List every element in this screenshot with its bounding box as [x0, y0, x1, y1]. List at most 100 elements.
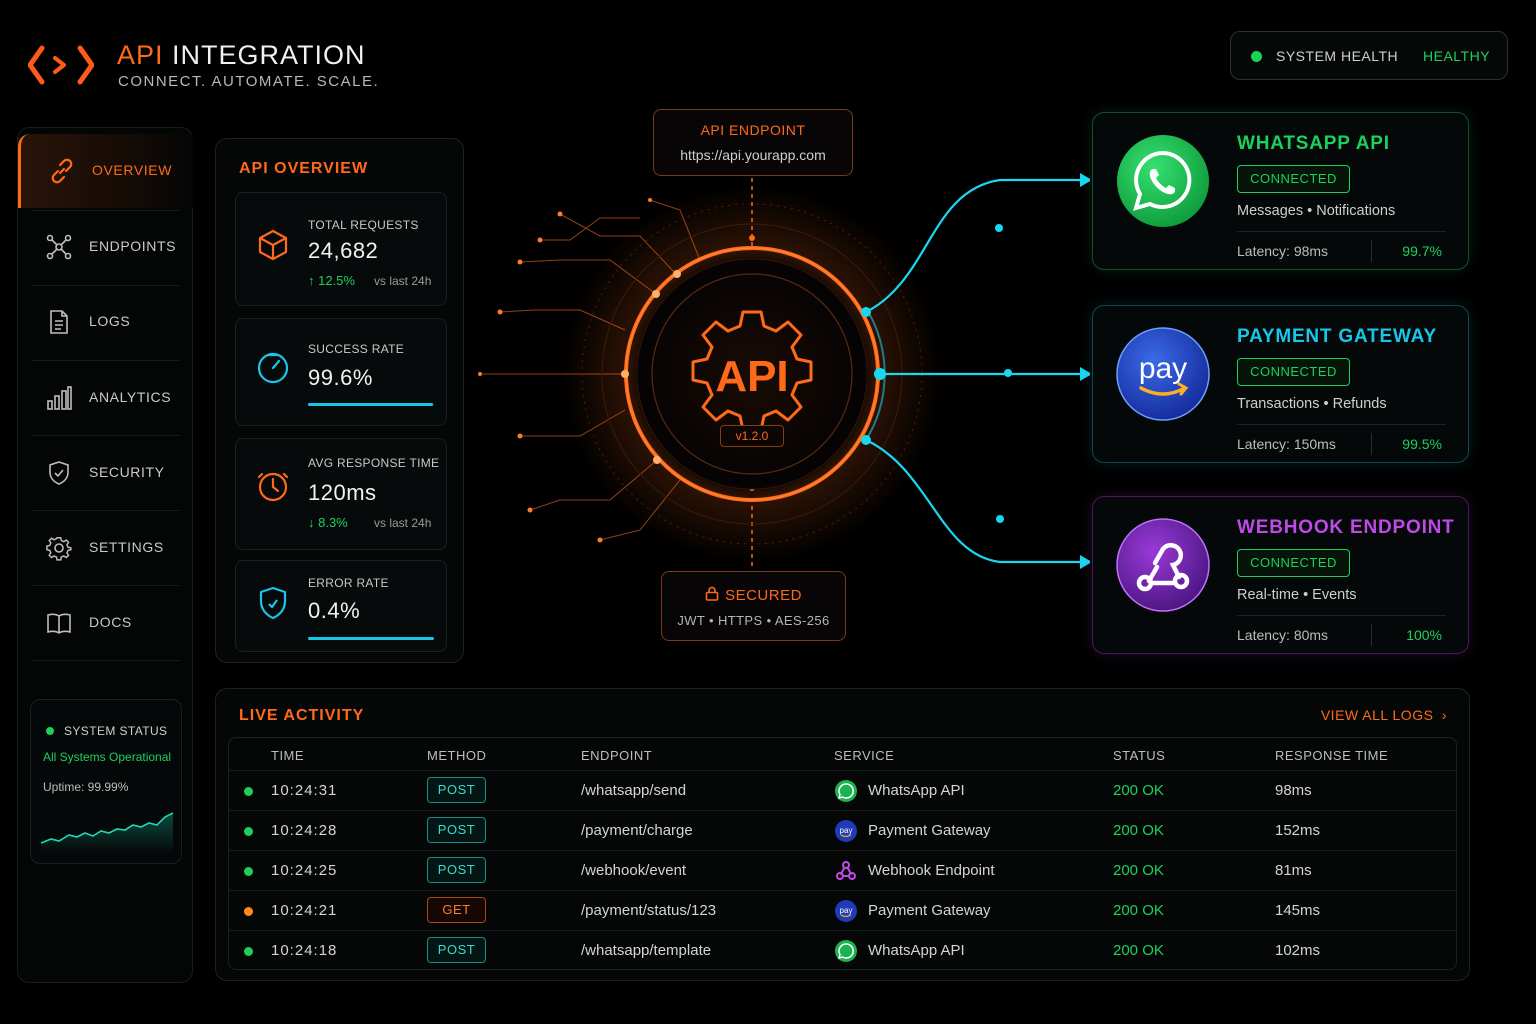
secured-box[interactable]: SECURED JWT • HTTPS • AES-256: [661, 571, 846, 641]
system-status-panel: SYSTEM STATUS All Systems Operational Up…: [30, 699, 182, 864]
sidebar-item-label: OVERVIEW: [92, 162, 173, 178]
sidebar-item-settings[interactable]: SETTINGS: [18, 511, 193, 585]
service-uptime: 100%: [1406, 627, 1442, 643]
table-row[interactable]: 10:24:25 POST/webhook/event Webhook Endpoi…: [229, 850, 1456, 890]
row-endpoint: /payment/charge: [581, 822, 693, 839]
gear-icon: [46, 537, 72, 561]
service-latency: Latency: 98ms: [1237, 243, 1329, 259]
column-header[interactable]: STATUS: [1113, 748, 1166, 763]
chevron-right-icon: ›: [1441, 707, 1447, 723]
table-row[interactable]: 10:24:31 POST/whatsapp/send WhatsApp API 20…: [229, 770, 1456, 810]
row-status: 200 OK: [1113, 902, 1164, 919]
card-delta: ↓ 8.3%: [308, 515, 348, 530]
lock-icon: [705, 586, 719, 601]
error-rate-card[interactable]: ERROR RATE 0.4%: [235, 560, 447, 652]
row-time: 10:24:31: [271, 782, 338, 799]
status-badge: CONNECTED: [1237, 549, 1350, 577]
view-all-logs-link[interactable]: VIEW ALL LOGS ›: [1320, 707, 1447, 723]
status-dot: [244, 787, 253, 796]
api-overview-panel: API OVERVIEW TOTAL REQUESTS 24,682 ↑ 12.…: [215, 138, 464, 663]
avg-response-card[interactable]: AVG RESPONSE TIME 120ms ↓ 8.3% vs last 2…: [235, 438, 447, 550]
endpoint-url: https://api.yourapp.com: [680, 147, 826, 163]
service-name: WEBHOOK ENDPOINT: [1237, 517, 1455, 538]
table-row[interactable]: 10:24:21 GET/payment/status/123 pay Payment…: [229, 890, 1456, 930]
bar-chart-icon: [47, 386, 72, 410]
sidebar-item-endpoints[interactable]: ENDPOINTS: [18, 210, 193, 284]
row-endpoint: /webhook/event: [581, 862, 687, 879]
row-time: 10:24:28: [271, 822, 338, 839]
payment-service-card[interactable]: pay PAYMENT GATEWAY CONNECTED Transactio…: [1092, 305, 1469, 463]
book-icon: [47, 613, 71, 634]
webhook-icon: [834, 859, 858, 883]
success-rate-card[interactable]: SUCCESS RATE 99.6%: [235, 318, 447, 426]
live-activity-panel: LIVE ACTIVITY VIEW ALL LOGS › TIME METHO…: [215, 688, 1470, 981]
service-latency: Latency: 150ms: [1237, 436, 1336, 452]
column-header[interactable]: ENDPOINT: [581, 748, 653, 763]
svg-text:pay: pay: [840, 906, 853, 915]
sidebar-item-label: SETTINGS: [89, 539, 164, 555]
webhook-icon: [1116, 518, 1210, 612]
api-endpoint-box[interactable]: API ENDPOINT https://api.yourapp.com: [653, 109, 853, 176]
uptime-sparkline: [40, 812, 174, 853]
whatsapp-service-card[interactable]: WHATSAPP API CONNECTED Messages • Notifi…: [1092, 112, 1469, 270]
row-status: 200 OK: [1113, 782, 1164, 799]
row-response-time: 102ms: [1275, 942, 1321, 959]
gauge-icon: [257, 352, 289, 384]
row-time: 10:24:21: [271, 902, 338, 919]
method-badge: POST: [427, 817, 486, 843]
sidebar-item-analytics[interactable]: ANALYTICS: [18, 361, 193, 435]
service-uptime: 99.5%: [1402, 436, 1442, 452]
api-hub-label: API: [715, 352, 789, 401]
system-health-indicator[interactable]: SYSTEM HEALTH HEALTHY: [1230, 31, 1508, 80]
total-requests-card[interactable]: TOTAL REQUESTS 24,682 ↑ 12.5% vs last 24…: [235, 192, 447, 306]
nodes-icon: [46, 234, 72, 260]
svg-text:pay: pay: [1139, 352, 1187, 385]
svg-text:pay: pay: [840, 826, 853, 835]
row-service: Webhook Endpoint: [868, 862, 995, 879]
row-endpoint: /whatsapp/send: [581, 782, 687, 799]
column-header[interactable]: SERVICE: [834, 748, 895, 763]
system-status-title: SYSTEM STATUS: [64, 724, 168, 738]
error-rate-bar: [308, 637, 434, 640]
api-logo-icon: [28, 45, 94, 85]
column-header[interactable]: METHOD: [427, 748, 487, 763]
health-label: SYSTEM HEALTH: [1276, 48, 1399, 64]
sidebar-item-security[interactable]: SECURITY: [18, 436, 193, 510]
service-name: PAYMENT GATEWAY: [1237, 326, 1437, 347]
column-header[interactable]: TIME: [271, 748, 305, 763]
sidebar-item-label: ENDPOINTS: [89, 238, 177, 254]
sidebar-item-logs[interactable]: LOGS: [18, 285, 193, 359]
table-row[interactable]: 10:24:18 POST/whatsapp/template WhatsApp A…: [229, 930, 1456, 970]
health-value: HEALTHY: [1423, 48, 1491, 64]
document-icon: [50, 310, 68, 334]
system-uptime: Uptime: 99.99%: [43, 780, 129, 794]
column-header[interactable]: RESPONSE TIME: [1275, 748, 1389, 763]
card-label: ERROR RATE: [308, 576, 389, 590]
row-endpoint: /payment/status/123: [581, 902, 717, 919]
sidebar-item-label: LOGS: [89, 313, 131, 329]
overview-title: API OVERVIEW: [239, 160, 369, 177]
pay-icon: pay: [834, 899, 858, 923]
method-badge: POST: [427, 937, 486, 963]
status-dot: [244, 827, 253, 836]
whatsapp-icon: [834, 939, 858, 963]
status-dot: [46, 727, 54, 735]
card-label: SUCCESS RATE: [308, 342, 405, 356]
row-response-time: 98ms: [1275, 782, 1312, 799]
sidebar-item-overview[interactable]: OVERVIEW: [18, 134, 193, 208]
clock-icon: [257, 472, 289, 502]
table-row[interactable]: 10:24:28 POST/payment/charge pay Payment Ga…: [229, 810, 1456, 850]
row-status: 200 OK: [1113, 822, 1164, 839]
shield-check-icon: [259, 586, 287, 620]
sidebar-item-docs[interactable]: DOCS: [18, 586, 193, 660]
row-endpoint: /whatsapp/template: [581, 942, 712, 959]
service-uptime: 99.7%: [1402, 243, 1442, 259]
card-delta: ↑ 12.5%: [308, 273, 355, 288]
status-dot: [244, 947, 253, 956]
status-badge: CONNECTED: [1237, 165, 1350, 193]
method-badge: POST: [427, 857, 486, 883]
card-value: 99.6%: [308, 365, 373, 390]
pay-icon: pay: [834, 819, 858, 843]
webhook-service-card[interactable]: WEBHOOK ENDPOINT CONNECTED Real-time • E…: [1092, 496, 1469, 654]
app-subtitle: CONNECT. AUTOMATE. SCALE.: [118, 73, 380, 90]
